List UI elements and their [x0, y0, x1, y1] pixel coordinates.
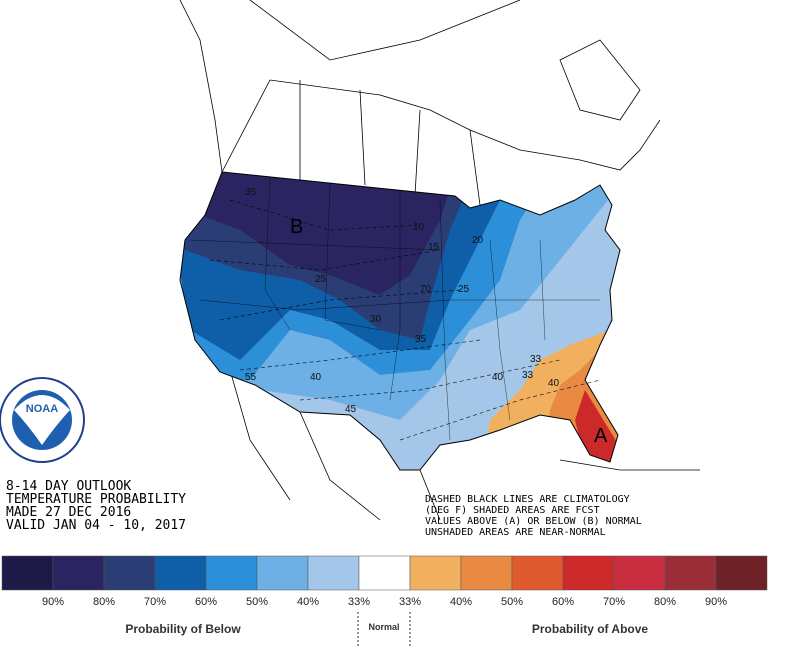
legend-swatch — [205, 555, 258, 591]
legend-label: 80% — [93, 596, 115, 608]
contour-label: 33 — [522, 370, 534, 381]
contour-label: 40 — [548, 378, 560, 389]
legend-swatch — [409, 555, 462, 591]
legend-label: 80% — [654, 596, 676, 608]
noaa-logo: NOAA — [0, 377, 85, 463]
legend-swatch — [103, 555, 156, 591]
legend-swatch — [52, 555, 105, 591]
contour-label: 15 — [428, 242, 440, 253]
legend-swatch — [256, 555, 309, 591]
contour-label: 20 — [472, 235, 484, 246]
legend-label: 60% — [552, 596, 574, 608]
legend-swatch — [307, 555, 360, 591]
contour-label: 45 — [345, 404, 357, 415]
canada-lines — [179, 0, 700, 521]
band-a60 — [575, 390, 620, 470]
below-caption: Probability of Below — [125, 622, 241, 636]
legend-label: 33% — [399, 596, 421, 608]
legend-label: 50% — [246, 596, 268, 608]
legend-swatch — [613, 555, 666, 591]
header-line: MADE 27 DEC 2016 — [6, 505, 131, 520]
contour-label: 33 — [530, 354, 542, 365]
contour-label: 35 — [415, 334, 427, 345]
legend-swatch — [1, 555, 54, 591]
notes: DASHED BLACK LINES ARE CLIMATOLOGY(DEG F… — [425, 494, 642, 538]
header-line: VALID JAN 04 - 10, 2017 — [6, 518, 186, 533]
legend-label: 50% — [501, 596, 523, 608]
normal-caption: Normal — [368, 622, 399, 632]
note-line: VALUES ABOVE (A) OR BELOW (B) NORMAL — [425, 516, 642, 527]
above-caption: Probability of Above — [532, 622, 649, 636]
legend-swatch — [511, 555, 564, 591]
legend-label: 70% — [144, 596, 166, 608]
header-line: TEMPERATURE PROBABILITY — [6, 492, 186, 507]
legend-swatch — [460, 555, 513, 591]
legend-label: 40% — [450, 596, 472, 608]
note-line: DASHED BLACK LINES ARE CLIMATOLOGY — [425, 494, 630, 505]
contour-label: 25 — [315, 274, 327, 285]
legend-swatch — [715, 555, 768, 591]
note-line: (DEG F) SHADED AREAS ARE FCST — [425, 505, 600, 516]
contour-label: 40 — [492, 372, 504, 383]
contour-label: 10 — [413, 222, 425, 233]
legend-label: 90% — [42, 596, 64, 608]
legend-swatch — [664, 555, 717, 591]
contour-label: 70 — [420, 284, 432, 295]
legend-label: 33% — [348, 596, 370, 608]
us-outline — [179, 171, 621, 471]
legend: 90% 80% 70% 60% 50% 40% 33% 33% 40% 50% 60% 70% 80% 9… — [1, 555, 768, 608]
legend-swatch — [562, 555, 615, 591]
above-marker: A — [594, 425, 608, 447]
below-marker: B — [290, 216, 303, 238]
logo-text: NOAA — [26, 403, 58, 415]
contour-label: 35 — [245, 187, 257, 198]
legend-label: 40% — [297, 596, 319, 608]
legend-label: 90% — [705, 596, 727, 608]
contour-label: 30 — [370, 314, 382, 325]
state-lines — [189, 177, 600, 441]
legend-swatch — [358, 555, 411, 591]
contour-label: 25 — [458, 284, 470, 295]
band-90 — [180, 172, 460, 295]
legend-swatch — [154, 555, 207, 591]
contour-label: 40 — [310, 372, 322, 383]
contour-label: 55 — [245, 372, 257, 383]
legend-label: 60% — [195, 596, 217, 608]
note-line: UNSHADED AREAS ARE NEAR-NORMAL — [425, 527, 606, 538]
legend-label: 70% — [603, 596, 625, 608]
header-line: 8-14 DAY OUTLOOK — [6, 479, 131, 494]
